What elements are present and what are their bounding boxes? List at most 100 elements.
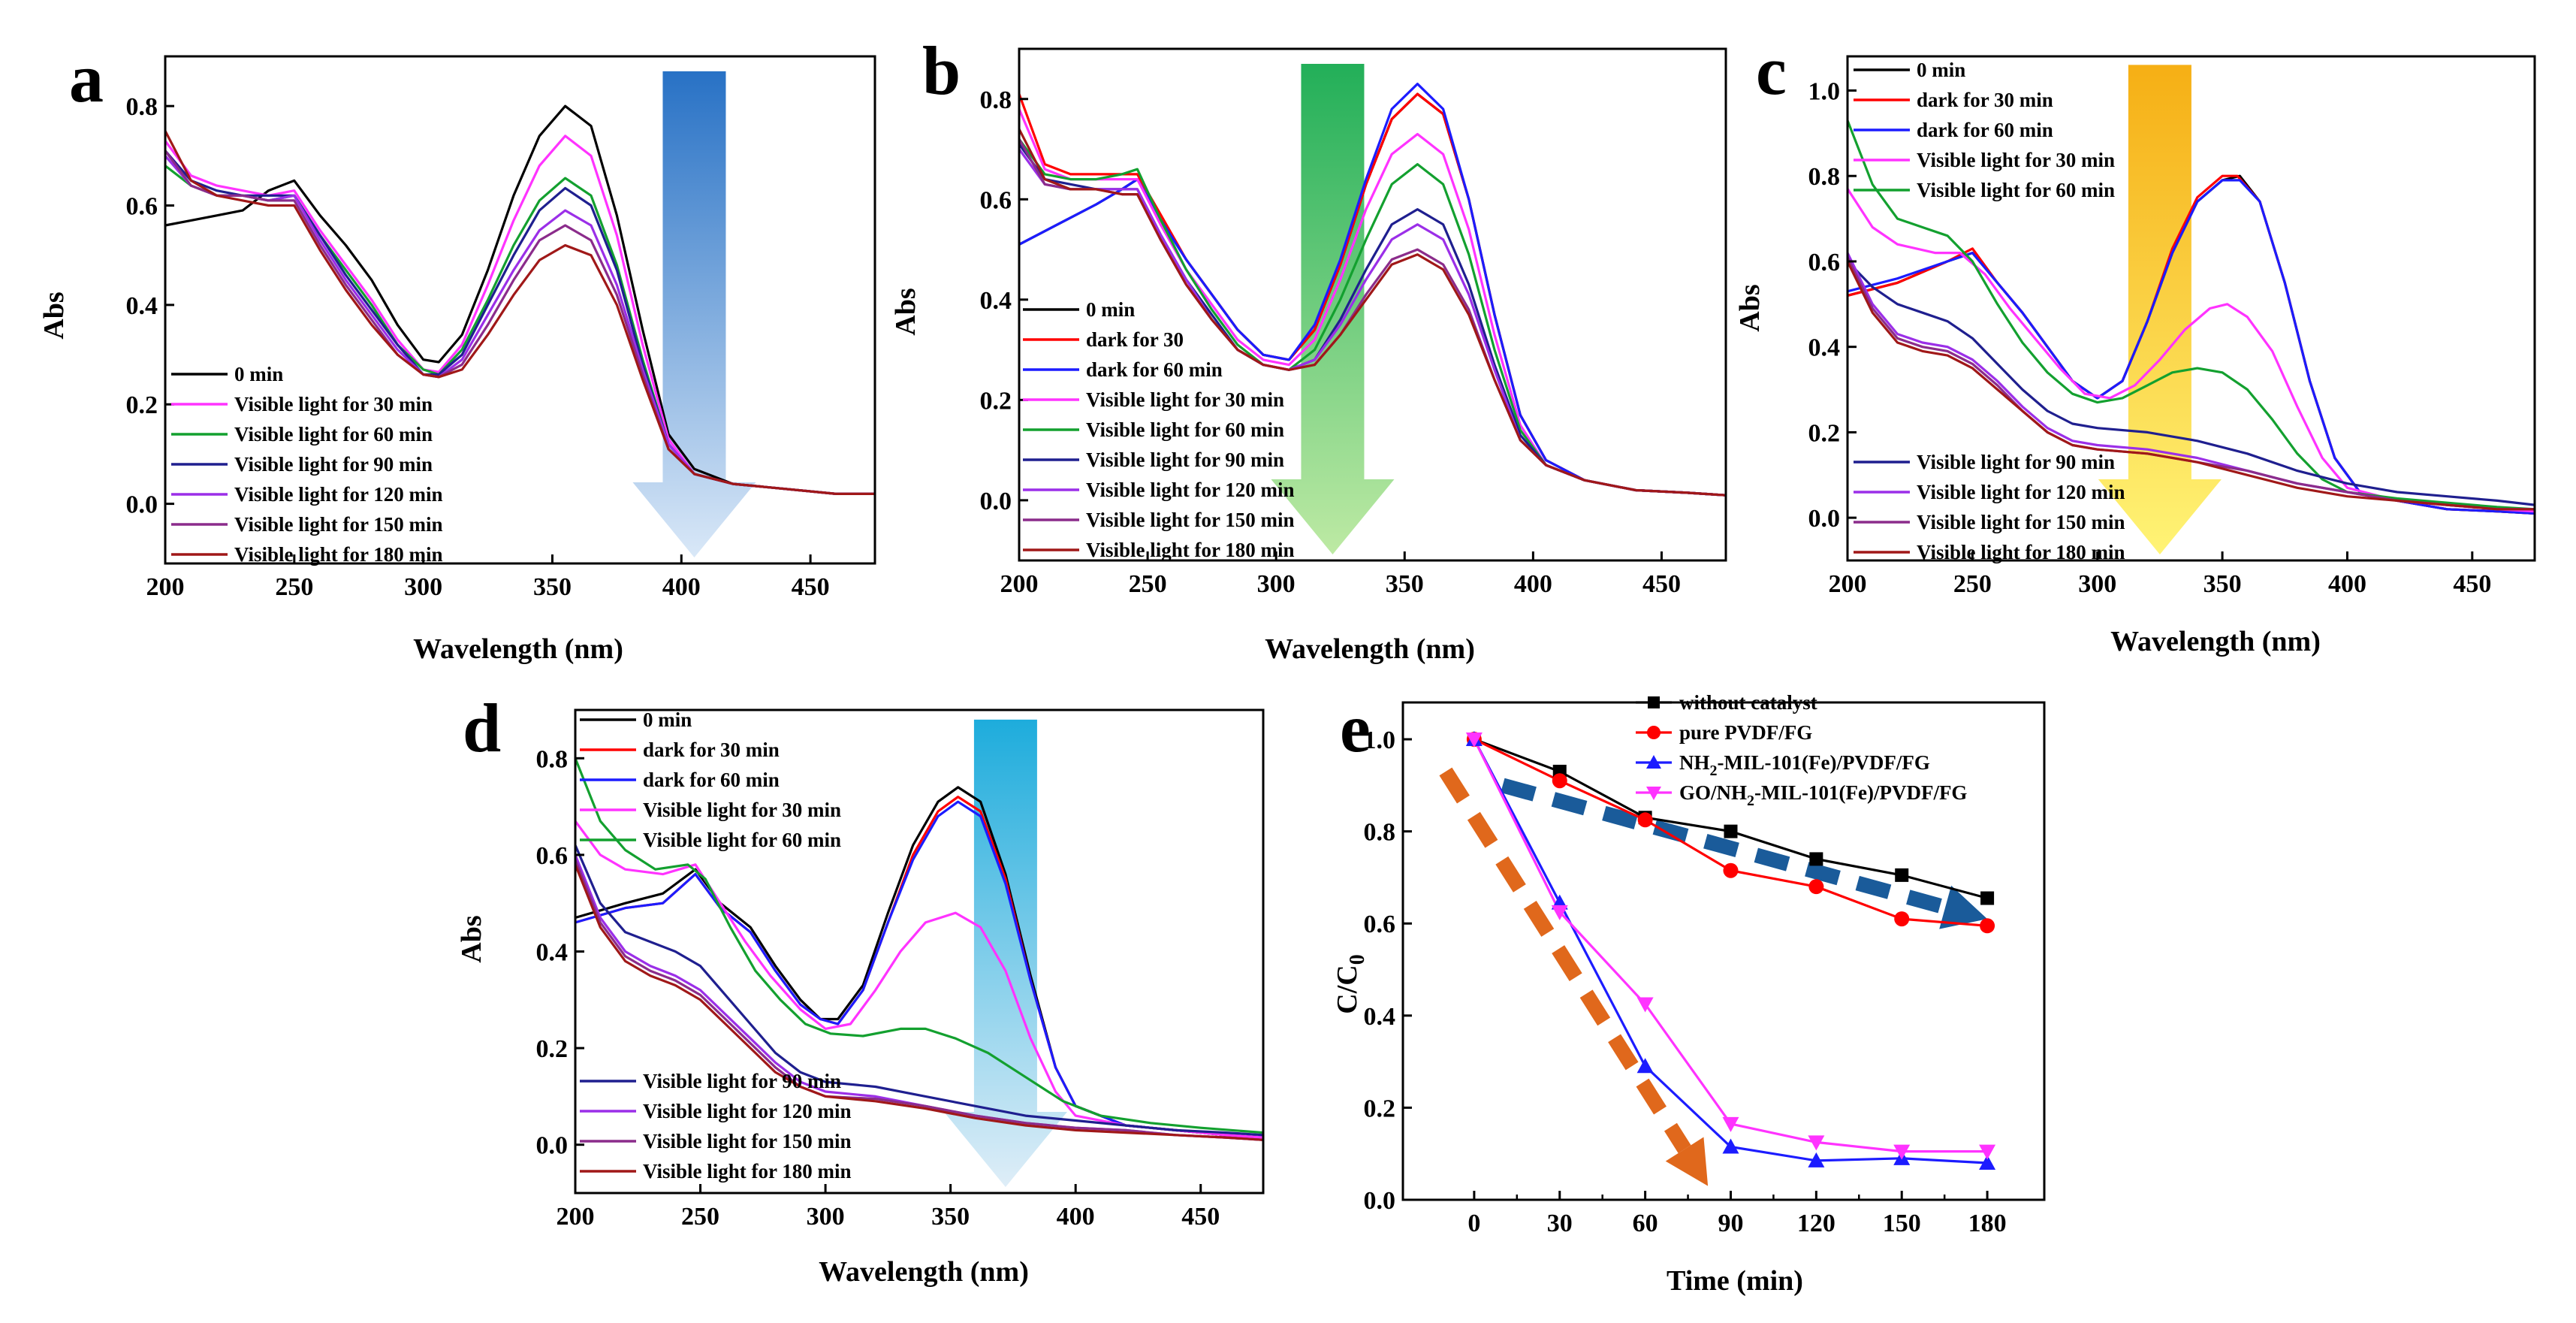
panel-a-legend-label-0-2: Visible light for 60 min	[234, 423, 433, 446]
panel-c-curve-5	[1846, 260, 2535, 506]
panel-a-xtick-label-2: 300	[404, 573, 442, 601]
panel-d-legend-label-1-2: Visible light for 150 min	[643, 1130, 852, 1152]
panel-c-ylabel: Abs	[1734, 284, 1766, 331]
panel-b-xtick-label-2: 300	[1257, 570, 1296, 598]
panel-e-point-3-5	[1893, 1144, 1911, 1160]
panel-e-point-0-6	[1980, 891, 1995, 905]
panel-a-letter: a	[69, 40, 104, 116]
panel-e-legend-label-3-sub: 2	[1747, 793, 1754, 809]
panel-e-annotation-arrow-0	[1501, 778, 1947, 915]
panel-d: d Wavelength (nm) Abs 200 250 300 350 400 450…	[456, 690, 1265, 1288]
panel-d-legend-label-0-1: dark for 30 min	[643, 739, 780, 761]
panel-e-legend-label-3-pre: GO/NH	[1679, 781, 1747, 804]
panel-e-ytick-label-4: 0.8	[1364, 819, 1396, 847]
panel-a-xtick-label-1: 250	[275, 573, 313, 601]
panel-b-legend-label-0-2: dark for 60 min	[1086, 358, 1223, 381]
panel-e-annotation-arrowhead-0	[1939, 885, 1988, 929]
panel-e-point-1-6	[1980, 918, 1995, 934]
panel-a-xlabel: Wavelength (nm)	[413, 633, 623, 665]
panel-e-annotation-arrow-1	[1439, 767, 1691, 1153]
panel-d-legend-label-0-4: Visible light for 60 min	[643, 829, 841, 851]
panel-e-point-2-6	[1979, 1154, 1996, 1170]
panel-e-point-1-2	[1637, 812, 1653, 828]
panel-e-point-2-3	[1722, 1138, 1739, 1154]
panel-e-point-3-4	[1808, 1135, 1825, 1151]
panel-d-xtick-label-0: 200	[557, 1203, 595, 1231]
panel-a-ytick-label-1: 0.2	[126, 391, 158, 419]
panel-d-ytick-label-3: 0.6	[536, 842, 569, 870]
panel-e-point-1-5	[1894, 911, 1910, 927]
panel-c-xtick-label-5: 450	[2453, 570, 2491, 598]
panel-c-trend-arrow	[2098, 65, 2222, 555]
panel-d-xtick-label-3: 350	[931, 1203, 970, 1231]
panel-d-legend-label-0-3: Visible light for 30 min	[643, 799, 841, 821]
panel-e-ytick-label-1: 0.2	[1364, 1095, 1396, 1122]
panel-b-ylabel: Abs	[890, 288, 922, 335]
panel-e-legend-label-0-pre: without catalyst	[1679, 691, 1817, 714]
panel-e-point-0-5	[1895, 868, 1909, 882]
panel-d-legend-label-0-2: dark for 60 min	[643, 769, 780, 791]
panel-e-point-3-3	[1722, 1116, 1739, 1132]
panel-e-legend-label-2-post: -MIL-101(Fe)/PVDF/FG	[1718, 751, 1930, 774]
panel-c-legend-label-0-3: Visible light for 30 min	[1917, 149, 2115, 171]
panel-b-legend-label-0-4: Visible light for 60 min	[1086, 418, 1284, 441]
panel-b-ytick-label-0: 0.0	[980, 488, 1012, 515]
panel-b-legend-label-0-3: Visible light for 30 min	[1086, 388, 1284, 411]
panel-e-ylabel: C/C0	[1332, 954, 1369, 1013]
panel-e-point-1-3	[1723, 862, 1739, 878]
panel-c-xtick-label-2: 300	[2078, 570, 2116, 598]
panel-e-legend-label-3-post: -MIL-101(Fe)/PVDF/FG	[1754, 781, 1967, 804]
panel-d-xlabel: Wavelength (nm)	[819, 1256, 1029, 1288]
panel-e-point-3-6	[1979, 1144, 1996, 1160]
panel-e-point-1-1	[1552, 773, 1567, 789]
panel-e: e Time (min) C/C0 0 30 60 90 120 150 1800.00.2…	[1332, 690, 2046, 1297]
panel-e-ytick-label-0: 0.0	[1364, 1187, 1396, 1215]
panel-a-ytick-label-3: 0.6	[126, 193, 158, 221]
panel-c-xlabel: Wavelength (nm)	[2110, 626, 2321, 657]
panel-e-legend-label-3: GO/NH2-MIL-101(Fe)/PVDF/FG	[1679, 781, 1967, 809]
panel-e-ylabel-sub: 0	[1346, 954, 1369, 965]
panel-c-ytick-label-1: 0.2	[1808, 419, 1841, 447]
panel-c-ytick-label-3: 0.6	[1808, 249, 1841, 276]
panel-d-legend-label-1-1: Visible light for 120 min	[643, 1100, 852, 1122]
panel-c-legend-label-0-1: dark for 30 min	[1917, 89, 2053, 111]
panel-e-point-3-2	[1636, 997, 1654, 1013]
panel-c-letter: c	[1756, 32, 1787, 109]
panel-e-legend-label-1-pre: pure PVDF/FG	[1679, 721, 1812, 744]
panel-a-xtick-label-0: 200	[146, 573, 185, 601]
panel-e-xtick-label-5: 150	[1883, 1210, 1921, 1237]
panel-c-legend-label-0-0: 0 min	[1917, 59, 1965, 81]
panel-c-curve-8	[1846, 261, 2535, 511]
panel-a-ytick-label-0: 0.0	[126, 491, 158, 519]
panel-a-legend-label-0-0: 0 min	[234, 363, 283, 385]
panel-e-legend-label-1: pure PVDF/FG	[1679, 721, 1812, 744]
panel-b-ytick-label-3: 0.6	[980, 186, 1012, 214]
panel-e-xlabel: Time (min)	[1667, 1265, 1803, 1297]
panel-c-ytick-label-5: 1.0	[1808, 77, 1841, 105]
panel-c-legend-label-1-0: Visible light for 90 min	[1917, 451, 2115, 473]
panel-b-frame	[1018, 47, 1727, 562]
panel-b-xlabel: Wavelength (nm)	[1265, 633, 1475, 665]
panel-e-ytick-label-3: 0.6	[1364, 911, 1396, 938]
panel-a-xtick-label-4: 400	[662, 573, 701, 601]
panel-a-ytick-label-2: 0.4	[126, 292, 158, 320]
panel-d-curve-5	[574, 844, 1264, 1137]
panel-b-curve-8	[1018, 128, 1727, 497]
panel-c-ytick-label-2: 0.4	[1808, 334, 1841, 362]
panel-a-legend-label-0-4: Visible light for 120 min	[234, 483, 443, 506]
panel-e-xtick-label-3: 90	[1718, 1210, 1743, 1237]
panel-e-point-0-3	[1724, 824, 1738, 838]
panel-e-legend-label-2: NH2-MIL-101(Fe)/PVDF/FG	[1679, 751, 1930, 779]
panel-b-ytick-label-1: 0.2	[980, 387, 1012, 415]
panel-d-legend-label-0-0: 0 min	[643, 708, 692, 731]
panel-e-letter: e	[1340, 690, 1371, 766]
panel-b-legend-label-0-0: 0 min	[1086, 298, 1135, 321]
panel-c-frame	[1846, 55, 2536, 562]
panel-e-frame	[1401, 701, 2046, 1201]
panel-b-curve-6	[1018, 148, 1727, 497]
panel-a-xtick-label-3: 350	[533, 573, 572, 601]
panel-e-legend-marker-3	[1646, 787, 1661, 800]
panel-c-curve-3	[1846, 188, 2535, 513]
panel-e-point-2-2	[1636, 1058, 1654, 1074]
